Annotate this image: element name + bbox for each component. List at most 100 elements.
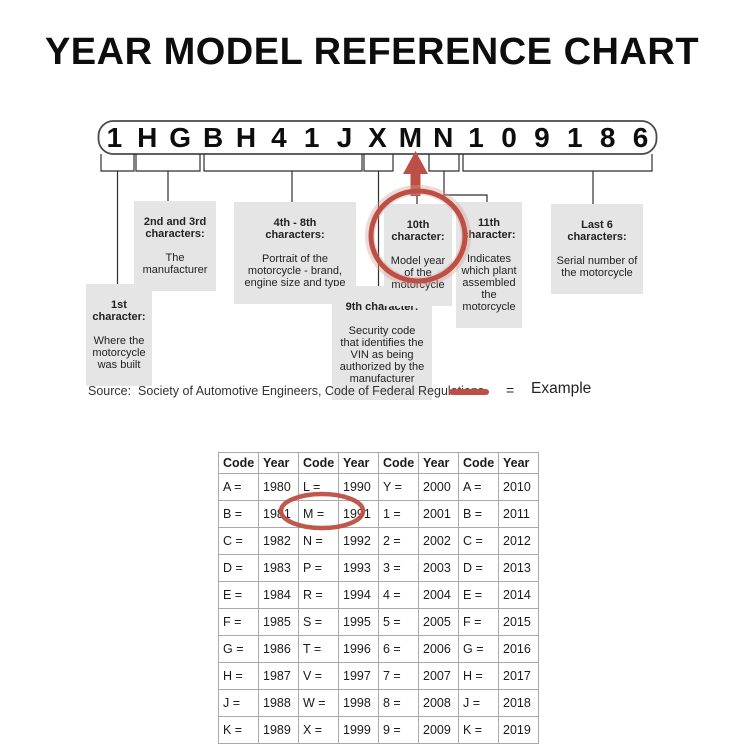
table-cell: 2004 xyxy=(418,581,459,609)
table-cell: 2005 xyxy=(418,608,459,636)
table-cell: 1994 xyxy=(338,581,379,609)
callout-heading: 2nd and 3rd characters: xyxy=(143,216,207,240)
table-cell: 2003 xyxy=(418,554,459,582)
table-cell: 1983 xyxy=(258,554,299,582)
vin-character: 4 xyxy=(271,122,287,153)
table-header-cell: Code xyxy=(298,452,339,474)
table-cell: M = xyxy=(298,500,339,528)
table-header-row: Code Year Code Year Code Year Code Year xyxy=(218,452,539,474)
bracket-chars-2-3 xyxy=(135,154,201,172)
table-row: A = 1980 L = 1990 Y = 2000 A = 2010 xyxy=(218,473,539,501)
table-cell: 1998 xyxy=(338,689,379,717)
callout-body: Model year of the motorcycle xyxy=(390,255,446,291)
table-row: H = 1987 V = 1997 7 = 2007 H = 2017 xyxy=(218,662,539,690)
table-row: E = 1984 R = 1994 4 = 2004 E = 2014 xyxy=(218,581,539,609)
table-cell: 5 = xyxy=(378,608,419,636)
callout-11th-character: 11th character: Indicates which plant as… xyxy=(456,202,522,328)
table-cell: 2013 xyxy=(498,554,539,582)
table-cell: K = xyxy=(458,716,499,744)
page-title: YEAR MODEL REFERENCE CHART xyxy=(44,31,700,73)
table-cell: 1997 xyxy=(338,662,379,690)
table-cell: B = xyxy=(458,500,499,528)
callout-body: The manufacturer xyxy=(142,252,208,276)
table-cell: H = xyxy=(458,662,499,690)
bracket-char-9 xyxy=(363,154,394,172)
table-cell: E = xyxy=(458,581,499,609)
vin-character: H xyxy=(137,122,157,153)
table-cell: 2006 xyxy=(418,635,459,663)
table-header-cell: Code xyxy=(378,452,419,474)
table-cell: J = xyxy=(458,689,499,717)
table-cell: C = xyxy=(218,527,259,555)
table-cell: F = xyxy=(218,608,259,636)
table-cell: 1985 xyxy=(258,608,299,636)
table-cell: P = xyxy=(298,554,339,582)
vin-character: 6 xyxy=(633,122,649,153)
table-cell: 2019 xyxy=(498,716,539,744)
vin-character: X xyxy=(368,122,387,153)
callout-heading: Last 6 characters: xyxy=(567,219,627,243)
table-cell: 1987 xyxy=(258,662,299,690)
table-cell: S = xyxy=(298,608,339,636)
vin-character: G xyxy=(169,122,191,153)
vin-character: 0 xyxy=(501,122,517,153)
bracket-char-11 xyxy=(428,154,460,172)
table-cell: 3 = xyxy=(378,554,419,582)
table-row: C = 1982 N = 1992 2 = 2002 C = 2012 xyxy=(218,527,539,555)
table-cell: W = xyxy=(298,689,339,717)
table-cell: Y = xyxy=(378,473,419,501)
callout-body: Serial number of the motorcycle xyxy=(556,255,638,279)
table-header-cell: Year xyxy=(258,452,299,474)
table-cell: 1996 xyxy=(338,635,379,663)
table-cell: 4 = xyxy=(378,581,419,609)
table-row: D = 1983 P = 1993 3 = 2003 D = 2013 xyxy=(218,554,539,582)
callout-body: Portrait of the motorcycle - brand, engi… xyxy=(244,253,346,289)
table-cell: 1980 xyxy=(258,473,299,501)
table-header-cell: Code xyxy=(458,452,499,474)
table-cell: G = xyxy=(218,635,259,663)
bracket-chars-4-8 xyxy=(203,154,363,172)
table-cell: 1982 xyxy=(258,527,299,555)
source-label: Source: Society of Automotive Engineers,… xyxy=(88,384,485,398)
table-cell: 2010 xyxy=(498,473,539,501)
vin-box xyxy=(97,120,658,155)
table-cell: V = xyxy=(298,662,339,690)
callout-last-6-characters: Last 6 characters: Serial number of the … xyxy=(551,204,643,294)
table-row: J = 1988 W = 1998 8 = 2008 J = 2018 xyxy=(218,689,539,717)
table-cell: C = xyxy=(458,527,499,555)
table-cell: 2012 xyxy=(498,527,539,555)
table-cell: X = xyxy=(298,716,339,744)
vin-character: 9 xyxy=(534,122,550,153)
table-cell: 1986 xyxy=(258,635,299,663)
vin-character: M xyxy=(399,122,422,153)
table-row: G = 1986 T = 1996 6 = 2006 G = 2016 xyxy=(218,635,539,663)
table-cell: 2014 xyxy=(498,581,539,609)
table-cell: 6 = xyxy=(378,635,419,663)
year-code-table: Code Year Code Year Code Year Code Year A = 1980 L… xyxy=(218,452,539,744)
vin-character: 1 xyxy=(567,122,583,153)
table-cell: 2017 xyxy=(498,662,539,690)
vin-character: 8 xyxy=(600,122,616,153)
table-header-cell: Year xyxy=(338,452,379,474)
table-cell: J = xyxy=(218,689,259,717)
callout-heading: 10th character: xyxy=(391,219,445,243)
table-cell: D = xyxy=(458,554,499,582)
table-row: F = 1985 S = 1995 5 = 2005 F = 2015 xyxy=(218,608,539,636)
table-cell: 2001 xyxy=(418,500,459,528)
vin-character: J xyxy=(337,122,353,153)
table-cell: 7 = xyxy=(378,662,419,690)
table-cell: 8 = xyxy=(378,689,419,717)
callout-2nd-3rd-characters: 2nd and 3rd characters: The manufacturer xyxy=(134,201,216,291)
callout-heading: 4th - 8th characters: xyxy=(265,217,325,241)
table-cell: 1992 xyxy=(338,527,379,555)
table-cell: H = xyxy=(218,662,259,690)
table-cell: 1993 xyxy=(338,554,379,582)
table-cell: N = xyxy=(298,527,339,555)
table-cell: 9 = xyxy=(378,716,419,744)
table-header-cell: Code xyxy=(218,452,259,474)
table-cell: 2018 xyxy=(498,689,539,717)
example-arrow-icon xyxy=(403,151,428,196)
table-cell: 2 = xyxy=(378,527,419,555)
table-cell: 1 = xyxy=(378,500,419,528)
